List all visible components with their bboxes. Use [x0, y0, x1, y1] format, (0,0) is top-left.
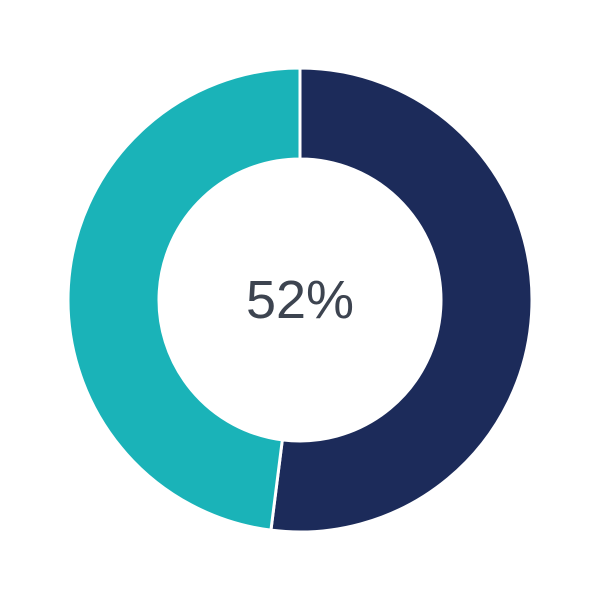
donut-slice-1 [66, 66, 302, 532]
center-label: 52% [246, 270, 354, 330]
donut-slice-0 [269, 66, 534, 534]
